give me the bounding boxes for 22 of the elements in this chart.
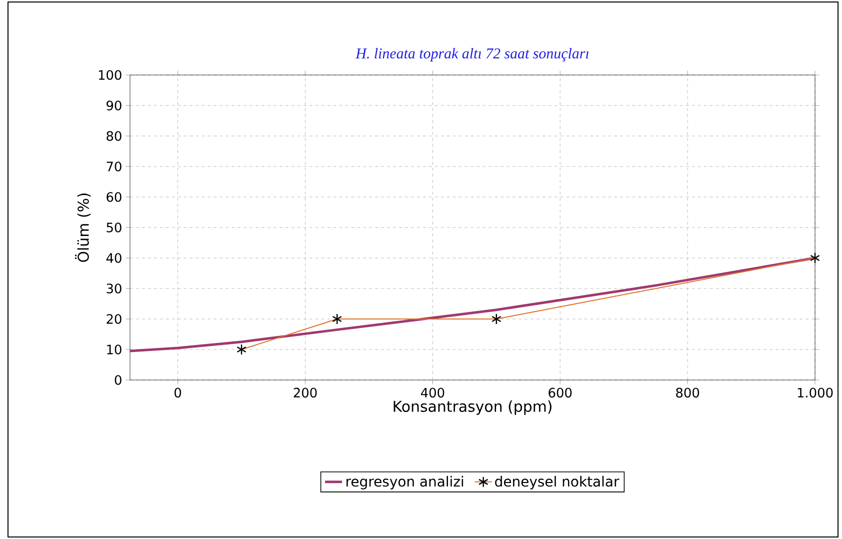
chart-title: H. lineata toprak altı 72 saat sonuçları [355,48,588,62]
y-tick-label: 90 [106,100,122,110]
x-tick-label: 400 [420,388,444,398]
legend-label: deneysel noktalar [495,476,620,490]
x-tick-label: 800 [676,388,700,398]
y-tick-label: 70 [106,162,122,172]
x-axis-title: Konsantrasyon (ppm) [394,400,552,415]
y-tick-label: 10 [107,344,122,354]
x-tick-label: 200 [294,388,317,398]
legend-label: regresyon analizi [346,476,464,490]
x-tick-label: 600 [548,388,572,398]
y-tick-label: 20 [106,314,122,324]
y-tick-label: 30 [106,284,122,294]
y-tick-label: 50 [106,222,122,232]
y-tick-label: 60 [106,192,122,202]
y-tick-label: 80 [106,131,122,141]
y-tick-label: 40 [106,253,122,263]
y-tick-label: 0 [114,375,122,385]
x-tick-label: 0 [174,388,182,398]
y-tick-label: 100 [98,70,122,80]
y-axis-title: Ölüm (%) [75,194,91,262]
x-tick-label: 1.000 [798,388,833,398]
